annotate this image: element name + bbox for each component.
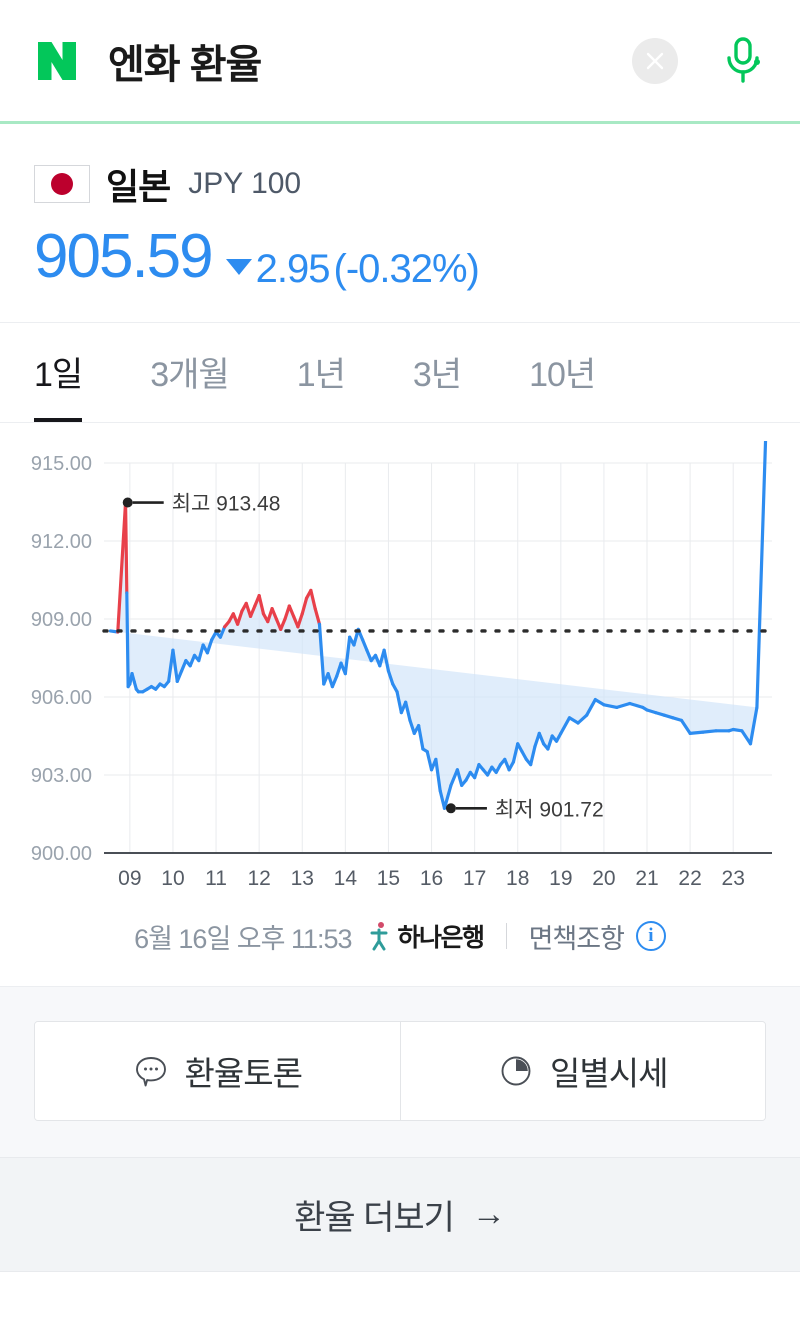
provider-logo: 하나은행	[364, 918, 486, 954]
tab-10years[interactable]: 10년	[529, 323, 596, 422]
action-zone: 환율토론 일별시세	[0, 986, 800, 1157]
currency-code: JPY 100	[188, 167, 302, 200]
svg-text:12: 12	[247, 867, 270, 890]
svg-text:최고 913.48: 최고 913.48	[172, 492, 281, 515]
rate-chart[interactable]: 900.00 903.00 906.00 909.00 912.00 915.00 09 10…	[0, 423, 800, 911]
svg-text:906.00: 906.00	[31, 687, 92, 709]
close-icon[interactable]	[632, 37, 678, 84]
page-title: 엔화 환율	[108, 42, 262, 87]
more-link[interactable]: 환율 더보기 →	[0, 1156, 800, 1272]
change-value: 2.95	[255, 246, 331, 291]
currency-header: 일본 JPY 100	[34, 158, 766, 210]
quote-timestamp: 6월 16일 오후 11:53	[134, 923, 352, 954]
page-bottom-spacer	[0, 1271, 800, 1294]
svg-text:19: 19	[549, 867, 572, 890]
japan-flag-icon	[34, 165, 90, 203]
discussion-button[interactable]: 환율토론	[35, 1021, 400, 1120]
svg-text:최저 901.72: 최저 901.72	[495, 798, 604, 821]
daily-rates-button-label: 일별시세	[550, 1054, 668, 1092]
tab-1day[interactable]: 1일	[34, 323, 83, 422]
clock-icon	[501, 1056, 531, 1085]
svg-text:22: 22	[678, 867, 701, 890]
svg-text:13: 13	[291, 867, 314, 890]
price-row: 905.59 2.95 (-0.32%)	[34, 224, 766, 292]
triangle-down-icon	[225, 259, 252, 275]
info-icon[interactable]: i	[635, 921, 666, 951]
discussion-button-label: 환율토론	[184, 1054, 303, 1092]
daily-rates-button[interactable]: 일별시세	[399, 1021, 765, 1120]
period-tabs: 1일 3개월 1년 3년 10년	[0, 323, 800, 423]
arrow-right-icon: →	[471, 1194, 506, 1233]
svg-text:915.00: 915.00	[31, 453, 92, 475]
provider-name: 하나은행	[397, 924, 486, 952]
svg-text:903.00: 903.00	[31, 765, 92, 787]
svg-text:10: 10	[161, 867, 184, 890]
quote-summary: 일본 JPY 100 905.59 2.95 (-0.32%)	[0, 124, 800, 323]
tab-1year[interactable]: 1년	[297, 323, 346, 422]
microphone-icon[interactable]	[720, 35, 766, 87]
svg-text:23: 23	[722, 867, 745, 890]
svg-text:18: 18	[506, 867, 529, 890]
price-change: 2.95 (-0.32%)	[225, 246, 480, 292]
action-button-row: 환율토론 일별시세	[34, 1020, 766, 1121]
tab-3months[interactable]: 3개월	[150, 323, 229, 422]
change-percent: (-0.32%)	[333, 246, 480, 291]
more-link-label: 환율 더보기	[294, 1198, 455, 1237]
svg-text:09: 09	[118, 867, 141, 890]
svg-text:912.00: 912.00	[31, 531, 92, 553]
disclaimer-link[interactable]: 면책조항	[528, 923, 625, 954]
svg-text:11: 11	[205, 867, 227, 890]
current-price: 905.59	[34, 222, 214, 291]
svg-text:14: 14	[334, 867, 358, 890]
chart-source-row: 6월 16일 오후 11:53 하나은행 면책조항 i	[0, 911, 800, 987]
app-header: 엔화 환율	[0, 0, 800, 124]
speech-bubble-icon	[135, 1056, 166, 1086]
svg-text:20: 20	[592, 867, 615, 890]
divider	[505, 923, 507, 949]
svg-text:909.00: 909.00	[31, 609, 92, 631]
svg-text:21: 21	[635, 867, 658, 890]
header-actions	[632, 35, 766, 87]
hana-bank-icon	[370, 922, 388, 951]
svg-text:17: 17	[463, 867, 486, 890]
country-name: 일본	[106, 166, 171, 207]
svg-text:15: 15	[377, 867, 400, 890]
svg-text:900.00: 900.00	[31, 843, 92, 865]
svg-text:16: 16	[420, 867, 443, 890]
naver-logo-icon[interactable]	[34, 35, 80, 87]
chart-canvas[interactable]: 900.00 903.00 906.00 909.00 912.00 915.00 09 10…	[0, 440, 800, 911]
tab-3years[interactable]: 3년	[413, 323, 462, 422]
